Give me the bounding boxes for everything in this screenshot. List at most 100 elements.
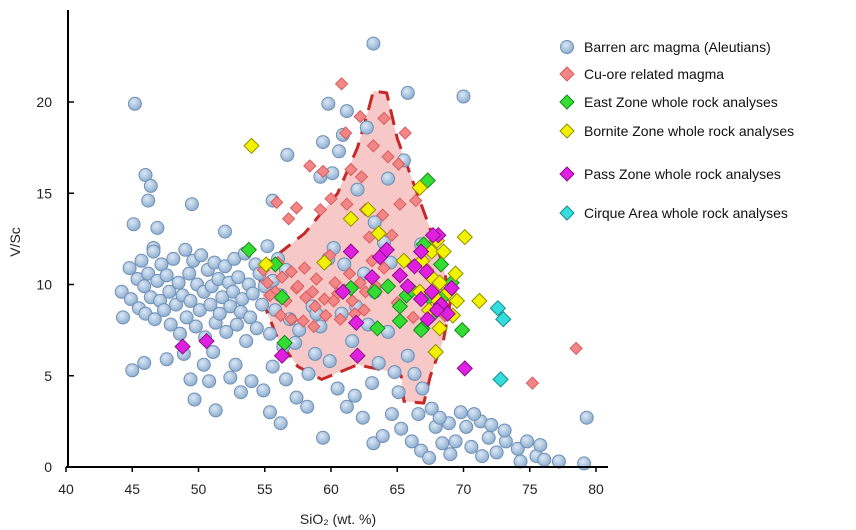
data-point-circle	[194, 248, 209, 263]
x-tick-label: 55	[257, 481, 273, 497]
data-point-circle	[375, 429, 390, 443]
data-point-circle	[116, 310, 130, 325]
data-point-circle	[481, 430, 496, 445]
data-point-circle	[366, 436, 381, 451]
data-point-circle	[183, 372, 198, 387]
data-point-circle	[126, 217, 141, 232]
data-point-diamond	[342, 243, 360, 260]
x-tick-label: 75	[522, 481, 538, 497]
data-point-circle	[367, 215, 382, 230]
data-point-diamond	[428, 301, 446, 319]
data-point-diamond	[495, 310, 512, 328]
data-point-circle	[162, 284, 177, 299]
data-point-diamond	[316, 164, 330, 179]
data-point-diamond	[198, 332, 215, 350]
data-point-circle	[273, 416, 288, 431]
data-point-diamond	[412, 290, 430, 308]
data-point-diamond	[431, 320, 448, 337]
data-point-diamond	[398, 126, 412, 140]
data-point-circle	[127, 96, 142, 111]
data-point-diamond	[174, 338, 191, 355]
data-point-circle	[260, 239, 275, 254]
data-point-circle	[265, 359, 280, 374]
legend-marker-diamond	[559, 66, 575, 82]
legend-marker-circle	[560, 40, 574, 54]
data-point-circle	[147, 312, 162, 327]
data-point-circle	[159, 268, 174, 283]
data-point-circle	[337, 257, 352, 272]
data-point-circle	[366, 36, 381, 51]
data-point-circle	[173, 326, 187, 341]
data-point-circle	[196, 357, 211, 372]
data-point-diamond	[347, 314, 365, 332]
data-point-diamond	[303, 159, 317, 173]
x-tick-label: 65	[389, 481, 405, 497]
data-point-diamond	[260, 275, 275, 290]
axes	[66, 10, 608, 468]
data-point-circle	[533, 438, 548, 453]
data-point-diamond	[359, 201, 377, 218]
data-point-diamond	[318, 308, 333, 323]
data-point-diamond	[334, 283, 352, 301]
legend-item: Cirque Area whole rock analyses	[559, 205, 788, 221]
data-point-diamond	[342, 210, 360, 228]
data-point-circle	[134, 253, 149, 268]
data-point-diamond	[427, 343, 444, 361]
data-point-circle	[443, 447, 458, 462]
data-point-circle	[263, 405, 277, 420]
data-point-circle	[339, 104, 354, 119]
legend-marker-diamond	[559, 205, 575, 221]
x-tick-label: 70	[456, 481, 472, 497]
data-point-diamond	[309, 272, 324, 286]
data-point-diamond	[492, 371, 509, 388]
legend-marker-diamond	[559, 123, 575, 139]
data-point-circle	[243, 310, 258, 325]
data-point-circle	[166, 251, 181, 266]
data-point-circle	[157, 303, 171, 318]
data-point-diamond	[393, 197, 407, 211]
data-point-circle	[424, 401, 439, 416]
data-point-circle	[489, 445, 504, 460]
data-point-diamond	[423, 283, 440, 301]
y-tick-label: 10	[36, 277, 52, 293]
y-tick-label: 0	[44, 459, 52, 475]
data-point-diamond	[391, 267, 409, 284]
x-tick-label: 60	[323, 481, 339, 497]
series-4	[174, 226, 474, 377]
legend: Barren arc magma (Aleutians) Cu-ore relat…	[559, 39, 794, 221]
data-point-circle	[245, 286, 260, 301]
data-point-diamond	[406, 310, 420, 325]
data-point-circle	[407, 366, 422, 381]
legend-item: East Zone whole rock analyses	[559, 94, 778, 110]
data-point-diamond	[385, 228, 399, 242]
data-point-diamond	[443, 279, 460, 297]
data-point-circle	[218, 259, 232, 274]
legend-item: Cu-ore related magma	[559, 66, 724, 82]
data-point-circle	[256, 383, 271, 398]
data-point-circle	[171, 275, 186, 290]
data-point-circle	[229, 317, 244, 332]
data-point-diamond	[257, 256, 275, 273]
data-point-circle	[387, 365, 402, 380]
data-point-circle	[579, 410, 594, 425]
data-point-diamond	[471, 292, 488, 310]
data-point-circle	[226, 284, 240, 299]
data-point-diamond	[342, 266, 357, 281]
data-point-diamond	[525, 376, 540, 390]
legend-item: Bornite Zone whole rock analyses	[559, 123, 794, 139]
data-point-circle	[415, 381, 430, 396]
data-point-diamond	[378, 241, 395, 259]
data-point-circle	[231, 270, 246, 285]
data-point-circle	[484, 418, 499, 432]
data-point-circle	[355, 410, 370, 425]
legend-marker-diamond	[559, 94, 575, 110]
legend-label: Pass Zone whole rock analyses	[584, 166, 781, 182]
data-point-circle	[497, 423, 512, 438]
y-tick-label: 15	[36, 185, 52, 201]
data-point-diamond	[284, 264, 299, 279]
data-point-diamond	[273, 289, 291, 306]
data-point-circle	[394, 421, 409, 436]
data-points-layer	[114, 36, 594, 471]
data-point-circle	[404, 434, 419, 449]
data-point-diamond	[326, 294, 341, 308]
